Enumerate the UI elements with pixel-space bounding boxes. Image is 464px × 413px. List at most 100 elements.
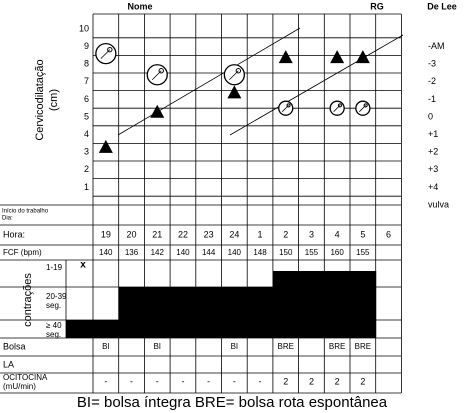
delee-tick: -1: [428, 94, 436, 104]
fcf: 150: [279, 248, 293, 257]
fcf-label: FCF (bpm): [3, 248, 42, 257]
ocitocina-label: OCITOCINA: [3, 373, 48, 382]
dilatation-tick: 6: [84, 94, 89, 104]
dilatation-tick: 8: [84, 59, 89, 69]
contraction-row-label: 1-19: [46, 263, 63, 272]
ocitocina: 2: [283, 376, 288, 386]
descent-mark: [355, 100, 371, 116]
contraction-bar: [195, 287, 222, 338]
dilatation-triangle: [278, 50, 293, 64]
ocitocina: 2: [335, 376, 340, 386]
contraction-bar: [144, 287, 171, 338]
dilatation-tick: 1: [84, 182, 89, 192]
descent-head: [363, 103, 368, 108]
descent-head: [158, 68, 164, 74]
contractions-title: contrações: [22, 273, 34, 327]
fcf: 140: [176, 248, 190, 257]
legend: BI= bolsa íntegra BRE= bolsa rota espont…: [77, 394, 388, 411]
dilatation-triangle: [150, 104, 165, 118]
start-label: Início do trabalho: [2, 209, 49, 215]
dilatation-tick: 5: [84, 111, 89, 121]
ocitocina: 2: [309, 376, 314, 386]
delee-tick: +2: [428, 147, 438, 157]
rg-label: RG: [370, 1, 384, 11]
dilatation-tick: 2: [84, 164, 89, 174]
dilatation-triangle: [330, 50, 345, 64]
fcf: 148: [253, 248, 267, 257]
delee-tick: +1: [428, 129, 438, 139]
hour: 3: [309, 229, 314, 239]
descent-mark: [278, 100, 294, 116]
ocitocina-label: (mU/min): [3, 382, 36, 391]
ocitocina: -: [156, 376, 159, 386]
bolsa: BI: [102, 342, 110, 351]
ocitocina: -: [207, 376, 210, 386]
contraction-bar: [221, 287, 248, 338]
y-axis-title: Cervicodilatação: [34, 59, 46, 140]
bolsa: BI: [231, 342, 239, 351]
delee-tick: -2: [428, 76, 436, 86]
dilatation-tick: 9: [84, 41, 89, 51]
dilatation-tick: 7: [84, 76, 89, 86]
hour: 23: [204, 229, 214, 239]
contraction-bar: [66, 320, 120, 338]
ocitocina: -: [259, 376, 262, 386]
name-label: Nome: [127, 1, 152, 11]
delee-tick: +3: [428, 164, 438, 174]
dilatation-tick: 4: [84, 129, 89, 139]
delee-tick: +4: [428, 182, 438, 192]
hour-label: Hora:: [3, 229, 25, 239]
start-label: Dia:: [2, 216, 13, 222]
fcf: 144: [202, 248, 216, 257]
bolsa-label: Bolsa: [3, 341, 26, 351]
fcf: 142: [151, 248, 165, 257]
bolsa: BRE: [278, 342, 294, 351]
contraction-row-label: ≥ 40: [46, 321, 62, 330]
hour: 5: [360, 229, 365, 239]
hour: 4: [335, 229, 340, 239]
contraction-bar: [298, 271, 325, 338]
ocitocina: -: [104, 376, 107, 386]
descent-head: [235, 68, 242, 74]
descent-head: [107, 46, 113, 53]
delee-tick: -3: [428, 59, 436, 69]
delee-tick: vulva: [428, 199, 449, 209]
dilatation-triangle: [227, 85, 242, 99]
hour: 20: [127, 229, 137, 239]
dilatation-tick: 10: [79, 23, 89, 33]
contraction-row-label: seg.: [46, 330, 61, 339]
contraction-bar: [247, 287, 274, 338]
fcf: 140: [228, 248, 242, 257]
contraction-bar: [118, 287, 145, 338]
fcf: 155: [356, 248, 370, 257]
dilatation-triangle: [355, 50, 370, 64]
hour: 6: [386, 229, 391, 239]
descent-mark: [95, 42, 117, 65]
delee-tick: 0: [428, 111, 433, 121]
fcf: 136: [125, 248, 139, 257]
hour: 21: [152, 229, 162, 239]
descent-head: [286, 103, 291, 108]
descent-mark: [329, 100, 345, 116]
la-label: LA: [3, 359, 14, 369]
descent-head: [337, 103, 342, 108]
descent-mark: [223, 64, 246, 86]
dilatation-triangle: [98, 139, 113, 153]
ocitocina: -: [233, 376, 236, 386]
action-line: [229, 34, 404, 136]
delee-tick: -AM: [428, 41, 445, 51]
ocitocina: -: [130, 376, 133, 386]
descent-mark: [146, 64, 168, 86]
ocitocina: -: [181, 376, 184, 386]
contraction-mark: x: [80, 260, 86, 271]
hour: 19: [101, 229, 111, 239]
alert-line: [117, 27, 301, 136]
dilatation-tick: 3: [84, 147, 89, 157]
bolsa: BRE: [355, 342, 371, 351]
hour: 1: [258, 229, 263, 239]
ocitocina: 2: [360, 376, 365, 386]
contraction-row-label: seg.: [46, 301, 61, 310]
contraction-bar: [324, 271, 351, 338]
contraction-bar: [350, 271, 377, 338]
